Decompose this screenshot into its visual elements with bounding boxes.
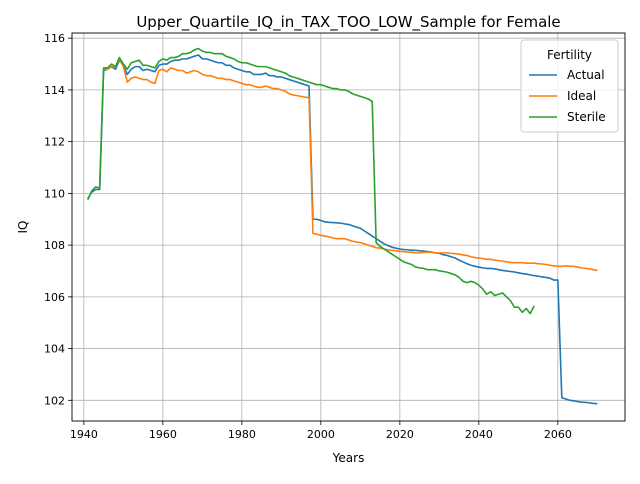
y-tick-label: 104 xyxy=(44,343,65,356)
y-tick-label: 102 xyxy=(44,394,65,407)
chart-title: Upper_Quartile_IQ_in_TAX_TOO_LOW_Sample … xyxy=(136,13,560,32)
series-line-sterile xyxy=(87,47,535,315)
y-axis-label: IQ xyxy=(16,221,30,234)
grid xyxy=(72,33,625,421)
y-tick-label: 106 xyxy=(44,291,65,304)
series-line-actual xyxy=(87,54,598,405)
x-tick-label: 2060 xyxy=(544,428,572,441)
legend-label-actual: Actual xyxy=(567,68,605,82)
y-tick-label: 112 xyxy=(44,136,65,149)
y-tick-label: 114 xyxy=(44,84,65,97)
x-tick-label: 2040 xyxy=(465,428,493,441)
legend-box xyxy=(520,39,619,133)
legend: Fertility Actual Ideal Sterile xyxy=(520,39,619,133)
x-tick-label: 1960 xyxy=(149,428,177,441)
x-axis-label: Years xyxy=(332,451,365,465)
x-tick-label: 2000 xyxy=(307,428,335,441)
axis-ticks: 1940 1960 1980 2000 2020 2040 2060 102 104 106 108… xyxy=(44,32,572,441)
x-tick-label: 1940 xyxy=(70,428,98,441)
legend-entries: Actual Ideal Sterile xyxy=(529,68,606,124)
legend-label-ideal: Ideal xyxy=(567,89,596,103)
legend-title: Fertility xyxy=(547,48,592,62)
y-tick-label: 116 xyxy=(44,32,65,45)
y-tick-label: 110 xyxy=(44,187,65,200)
plot-frame xyxy=(71,32,626,422)
legend-label-sterile: Sterile xyxy=(567,110,606,124)
x-tick-label: 2020 xyxy=(386,428,414,441)
series-lines xyxy=(87,47,598,405)
x-tick-label: 1980 xyxy=(228,428,256,441)
series-line-ideal xyxy=(103,58,598,272)
y-tick-label: 108 xyxy=(44,239,65,252)
